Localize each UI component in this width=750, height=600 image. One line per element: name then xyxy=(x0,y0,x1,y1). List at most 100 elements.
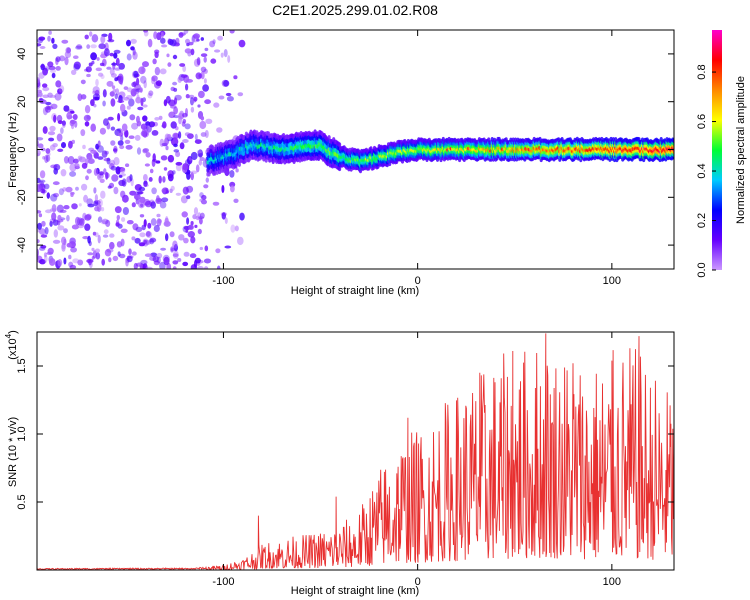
noise-speckle xyxy=(65,186,73,193)
noise-speckle xyxy=(37,43,42,47)
noise-speckle xyxy=(151,187,157,195)
noise-speckle xyxy=(42,126,48,134)
noise-speckle xyxy=(57,120,63,125)
noise-speckle xyxy=(145,266,153,269)
noise-speckle xyxy=(55,56,61,62)
noise-speckle xyxy=(143,219,147,228)
noise-speckle xyxy=(200,37,204,41)
noise-speckle xyxy=(99,178,105,183)
noise-speckle xyxy=(43,252,47,258)
noise-speckle xyxy=(81,183,88,191)
x-tick-label: -100 xyxy=(212,275,234,287)
noise-speckle xyxy=(40,188,46,194)
noise-speckle xyxy=(185,229,189,233)
noise-speckle xyxy=(97,140,101,148)
noise-speckle xyxy=(57,259,63,267)
noise-speckle xyxy=(153,224,160,233)
noise-speckle xyxy=(149,238,155,245)
noise-speckle xyxy=(186,171,191,180)
noise-speckle xyxy=(143,174,148,182)
noise-speckle xyxy=(52,219,59,226)
noise-speckle xyxy=(54,92,62,101)
noise-speckle xyxy=(154,66,161,76)
noise-speckle xyxy=(90,123,96,132)
noise-speckle xyxy=(131,202,136,208)
noise-speckle xyxy=(51,72,56,79)
noise-speckle xyxy=(166,53,170,58)
noise-speckle xyxy=(37,210,42,214)
noise-speckle xyxy=(152,58,157,65)
noise-speckle xyxy=(156,213,161,218)
snr-background xyxy=(37,332,674,570)
snr-multiplier-base: (x10 xyxy=(7,338,19,359)
noise-speckle xyxy=(150,201,156,209)
noise-speckle xyxy=(144,163,150,167)
noise-speckle xyxy=(95,248,100,253)
noise-speckle xyxy=(64,50,72,59)
noise-speckle xyxy=(138,242,146,247)
noise-speckle xyxy=(182,163,189,171)
noise-speckle xyxy=(71,69,77,76)
noise-speckle xyxy=(205,118,213,125)
signal-ridge xyxy=(206,129,674,177)
noise-speckle xyxy=(163,256,170,266)
noise-speckle xyxy=(204,130,209,138)
noise-speckle xyxy=(38,228,46,235)
noise-speckle xyxy=(84,105,91,114)
noise-speckle xyxy=(98,43,106,50)
noise-speckle xyxy=(99,171,104,176)
spectrogram-y-label: Frequency (Hz) xyxy=(7,112,19,188)
noise-speckle xyxy=(37,93,40,98)
svg-text:(x104): (x104) xyxy=(4,330,19,360)
noise-speckle xyxy=(102,100,106,107)
noise-speckle xyxy=(184,123,191,130)
noise-speckle xyxy=(155,160,161,164)
noise-speckle xyxy=(203,184,209,189)
noise-speckle xyxy=(44,254,48,263)
noise-speckle xyxy=(42,86,50,92)
noise-speckle xyxy=(43,183,50,190)
noise-speckle xyxy=(124,139,131,144)
noise-speckle xyxy=(160,37,166,44)
noise-speckle xyxy=(167,173,174,182)
noise-speckle xyxy=(128,248,132,255)
noise-speckle xyxy=(114,77,119,82)
noise-speckle xyxy=(162,121,167,129)
noise-speckle xyxy=(121,123,128,132)
noise-speckle xyxy=(156,32,162,41)
noise-speckle xyxy=(77,259,84,266)
noise-speckle xyxy=(151,130,159,136)
noise-speckle xyxy=(188,94,195,99)
noise-speckle xyxy=(113,52,118,59)
noise-speckle xyxy=(131,251,137,256)
noise-speckle xyxy=(160,31,164,39)
noise-speckle xyxy=(92,231,97,236)
noise-speckle xyxy=(84,34,89,40)
noise-speckle xyxy=(111,85,116,89)
noise-speckle xyxy=(204,99,212,105)
noise-speckle xyxy=(40,147,46,152)
noise-speckle xyxy=(49,94,57,98)
noise-speckle xyxy=(101,218,109,225)
noise-speckle xyxy=(96,57,100,61)
noise-speckle xyxy=(210,58,217,64)
noise-speckle xyxy=(148,177,153,182)
noise-speckle xyxy=(147,38,153,48)
noise-speckle xyxy=(77,155,83,161)
noise-speckle xyxy=(170,248,176,252)
noise-speckle xyxy=(104,249,112,257)
snr-y-label: SNR (10 * v/v) xyxy=(7,417,19,487)
noise-speckle xyxy=(126,105,131,110)
x-tick-label: 100 xyxy=(603,576,621,588)
noise-speckle xyxy=(102,89,107,98)
noise-speckle xyxy=(172,54,178,60)
noise-speckle xyxy=(106,66,112,70)
noise-speckle xyxy=(173,106,179,115)
noise-speckle xyxy=(118,174,123,178)
noise-speckle xyxy=(37,143,44,149)
noise-speckle xyxy=(190,172,194,181)
noise-speckle xyxy=(189,253,197,259)
noise-speckle xyxy=(90,44,97,49)
noise-speckle xyxy=(119,253,126,259)
